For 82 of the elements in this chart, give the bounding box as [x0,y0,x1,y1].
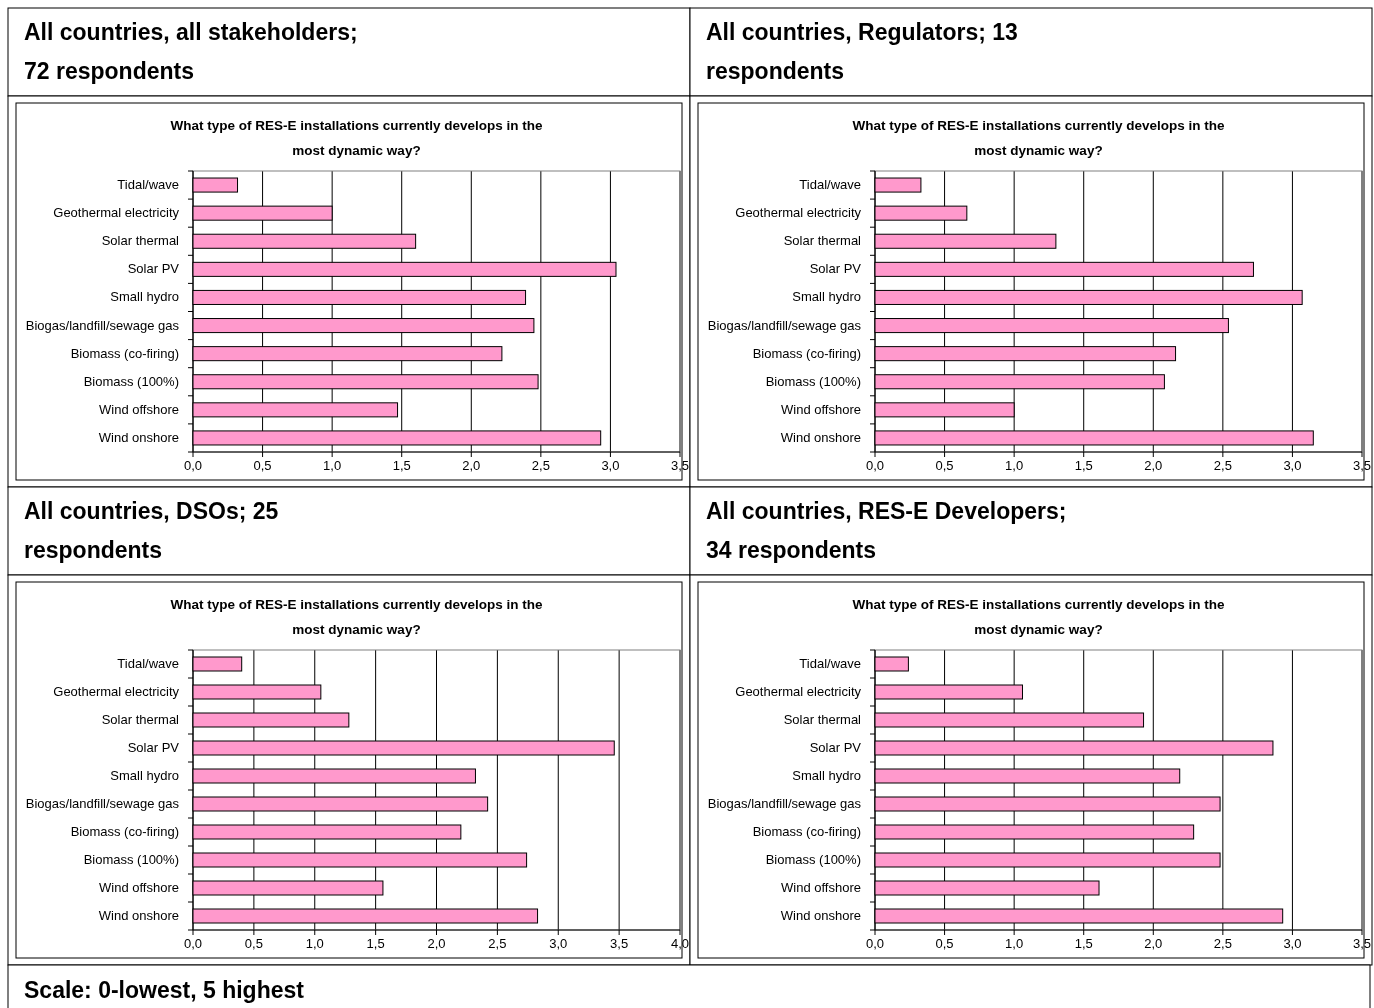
x-tick-label: 0,0 [183,458,203,473]
x-tick-label: 0,5 [935,936,954,951]
x-tick-label: 2,5 [488,936,507,951]
x-tick-label: 3,5 [610,936,629,951]
y-tick-label: Solar thermal [783,233,862,249]
y-tick-label: Solar PV [809,261,862,277]
y-tick-label: Wind offshore [99,401,179,417]
y-tick-label: Tidal/wave [799,177,861,193]
y-tick-label: Small hydro [792,768,861,783]
x-tick-label: 1,5 [1074,458,1093,473]
y-tick-label: Tidal/wave [117,656,179,671]
y-tick-label: Biogas/landfill/sewage gas [707,796,862,811]
x-tick-label: 2,0 [1144,936,1163,951]
chart-title: What type of RES-E installations currently develops in the most dynamic way? [852,597,1226,637]
y-tick-label: Solar PV [127,261,180,277]
y-tick-label: Wind onshore [780,429,861,445]
x-tick-label: 3,5 [1352,936,1372,951]
y-tick-label: Small hydro [792,289,861,305]
y-tick-label: Biomass (100%) [765,852,861,867]
x-tick-label: 0,5 [244,936,263,951]
x-tick-label: 3,0 [1283,936,1302,951]
y-tick-label: Biomass (co-firing) [752,345,861,361]
y-tick-label: Geothermal electricity [53,205,180,221]
y-tick-label: Biogas/landfill/sewage gas [707,317,862,333]
x-tick-label: 3,5 [670,458,690,473]
y-tick-label: Biogas/landfill/sewage gas [25,796,180,811]
x-tick-label: 1,0 [323,458,342,473]
x-tick-label: 4,0 [670,936,690,951]
y-tick-label: Wind offshore [781,880,861,895]
y-tick-label: Wind onshore [98,429,179,445]
y-tick-label: Geothermal electricity [735,684,862,699]
y-tick-label: Biomass (co-firing) [752,824,861,839]
x-tick-label: 2,0 [462,458,481,473]
y-tick-label: Wind onshore [98,908,179,923]
y-tick-label: Wind offshore [781,401,861,417]
x-tick-label: 1,0 [1005,936,1024,951]
chart-title: What type of RES-E installations currently develops in the most dynamic way? [170,597,544,637]
y-tick-label: Geothermal electricity [735,205,862,221]
chart-title: What type of RES-E installations currently develops in the most dynamic way? [170,118,544,158]
y-tick-label: Solar PV [809,740,862,755]
x-tick-label: 2,0 [1144,458,1163,473]
x-tick-label: 2,5 [1213,936,1232,951]
chart-subtitle: All countries, Regulators; 13 respondents [706,19,1018,84]
x-tick-label: 0,5 [935,458,954,473]
x-tick-label: 1,5 [1074,936,1093,951]
x-tick-label: 0,5 [253,458,272,473]
y-tick-label: Solar thermal [101,712,180,727]
chart-title: What type of RES-E installations currently develops in the most dynamic way? [852,118,1226,158]
y-tick-label: Solar thermal [783,712,862,727]
y-tick-label: Solar PV [127,740,180,755]
y-tick-label: Geothermal electricity [53,684,180,699]
y-tick-label: Solar thermal [101,233,180,249]
y-tick-label: Biogas/landfill/sewage gas [25,317,180,333]
y-tick-label: Tidal/wave [799,656,861,671]
x-tick-label: 3,0 [549,936,568,951]
chart-subtitle: All countries, DSOs; 25 respondents [24,498,279,563]
x-tick-label: 3,0 [601,458,620,473]
y-tick-label: Biomass (100%) [765,373,861,389]
x-tick-label: 0,0 [865,936,885,951]
x-tick-label: 1,5 [392,458,411,473]
y-tick-label: Biomass (100%) [83,373,179,389]
x-tick-label: 3,5 [1352,458,1372,473]
x-tick-label: 3,0 [1283,458,1302,473]
y-tick-label: Wind onshore [780,908,861,923]
y-tick-label: Biomass (co-firing) [70,345,179,361]
x-tick-label: 1,0 [1005,458,1024,473]
y-tick-label: Wind offshore [99,880,179,895]
y-tick-label: Tidal/wave [117,177,179,193]
y-tick-label: Small hydro [110,768,179,783]
x-tick-label: 2,5 [531,458,550,473]
chart-subtitle: All countries, RES-E Developers; 34 respondents [706,498,1067,563]
x-tick-label: 0,0 [183,936,203,951]
text: Scale: 0-lowest, 5 highest [24,977,305,1003]
y-tick-label: Small hydro [110,289,179,305]
x-tick-label: 1,0 [305,936,324,951]
x-tick-label: 1,5 [366,936,385,951]
x-tick-label: 2,5 [1213,458,1232,473]
chart-subtitle: All countries, all stakeholders; 72 respondents [24,19,358,84]
x-tick-label: 0,0 [865,458,885,473]
y-tick-label: Biomass (100%) [83,852,179,867]
y-tick-label: Biomass (co-firing) [70,824,179,839]
x-tick-label: 2,0 [427,936,446,951]
